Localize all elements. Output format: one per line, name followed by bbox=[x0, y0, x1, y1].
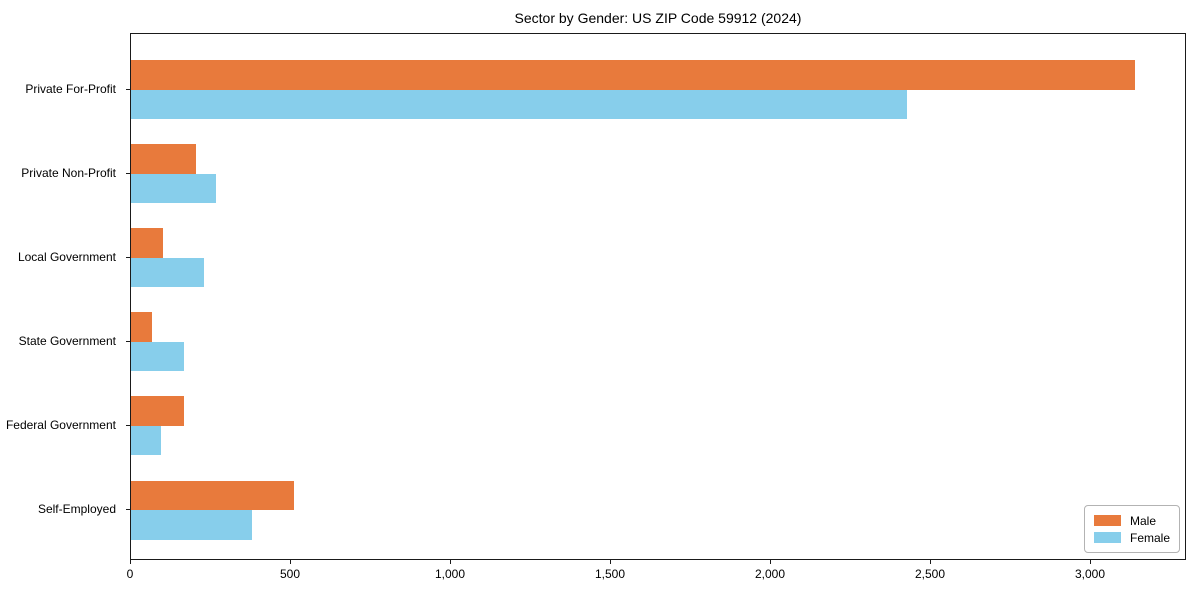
x-tick-label: 2,500 bbox=[914, 567, 946, 581]
legend-item-female: Female bbox=[1093, 529, 1170, 546]
legend-label: Male bbox=[1129, 513, 1156, 528]
chart-title: Sector by Gender: US ZIP Code 59912 (202… bbox=[514, 10, 802, 26]
legend-label: Female bbox=[1129, 530, 1170, 545]
bar-male bbox=[131, 312, 152, 342]
y-tick-label: Private Non-Profit bbox=[21, 165, 116, 180]
bar-female bbox=[131, 257, 205, 288]
x-tick-mark bbox=[929, 560, 931, 564]
x-tick-mark bbox=[129, 560, 131, 564]
y-tick-label: State Government bbox=[18, 333, 116, 348]
y-tick-mark bbox=[126, 172, 130, 174]
legend: Male Female bbox=[1083, 505, 1180, 553]
bar-female bbox=[131, 173, 216, 204]
y-axis-labels: Private For-Profit Private Non-Profit Loca… bbox=[0, 33, 120, 560]
bar-female bbox=[131, 89, 908, 119]
bar-male bbox=[131, 228, 163, 258]
y-axis-ticks bbox=[126, 33, 130, 560]
bar-group bbox=[131, 480, 1185, 540]
plot-area: Male Female bbox=[130, 33, 1186, 560]
x-axis: 0 500 1,000 1,500 2,000 2,500 3,000 bbox=[127, 560, 1186, 590]
y-tick-mark bbox=[126, 340, 130, 342]
bar-group bbox=[131, 144, 1185, 204]
y-tick-mark bbox=[126, 424, 130, 426]
bar-female bbox=[131, 341, 184, 372]
y-tick-label: Self-Employed bbox=[37, 502, 116, 516]
legend-item-male: Male bbox=[1093, 512, 1170, 529]
x-tick-mark bbox=[769, 560, 771, 564]
x-tick-label: 500 bbox=[279, 567, 301, 581]
x-tick-mark bbox=[1089, 560, 1091, 564]
x-tick-mark bbox=[289, 560, 291, 564]
bar-group bbox=[131, 228, 1185, 288]
bar-group bbox=[131, 60, 1185, 119]
bar-male bbox=[131, 480, 294, 510]
x-tick-label: 1,000 bbox=[434, 567, 466, 581]
bar-male bbox=[131, 60, 1136, 90]
y-tick-mark bbox=[126, 509, 130, 510]
legend-swatch-male bbox=[1093, 515, 1121, 526]
bar-male bbox=[131, 396, 184, 426]
x-tick-label: 1,500 bbox=[594, 567, 626, 581]
y-tick-label: Local Government bbox=[17, 249, 116, 264]
x-tick-label: 0 bbox=[126, 567, 134, 581]
x-tick-mark bbox=[449, 560, 451, 564]
y-tick-mark bbox=[126, 256, 130, 258]
y-tick-label: Federal Government bbox=[5, 417, 116, 432]
x-tick-mark bbox=[609, 560, 611, 564]
bar-female bbox=[131, 510, 253, 540]
x-tick-label: 3,000 bbox=[1074, 567, 1106, 581]
x-tick-label: 2,000 bbox=[754, 567, 786, 581]
bar-male bbox=[131, 144, 197, 174]
y-tick-mark bbox=[126, 88, 130, 90]
legend-swatch-female bbox=[1093, 532, 1121, 543]
bar-group bbox=[131, 312, 1185, 372]
bar-group bbox=[131, 396, 1185, 456]
y-tick-label: Private For-Profit bbox=[25, 81, 116, 96]
bar-female bbox=[131, 425, 162, 456]
